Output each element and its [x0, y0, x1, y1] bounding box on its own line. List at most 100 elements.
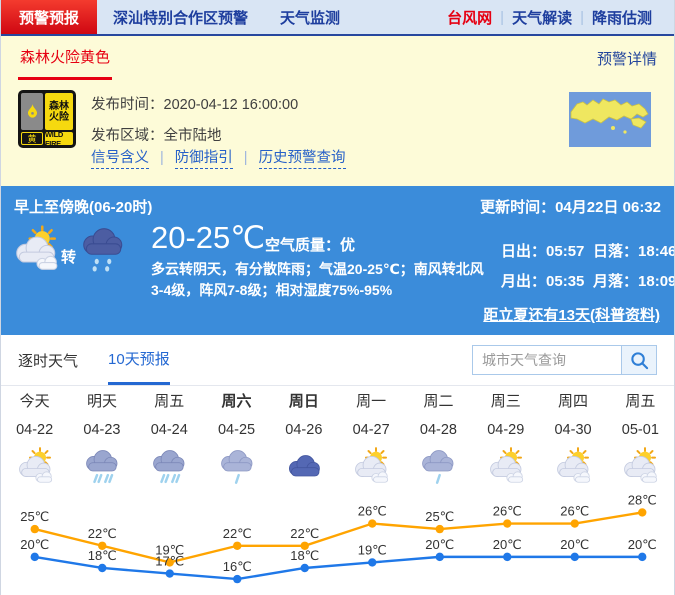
- current-weather-panel: 早上至傍晚(06-20时) 更新时间：04月22日 06:32 转 20-25℃…: [1, 186, 674, 335]
- temp-point-low: [435, 552, 444, 562]
- temp-label-low: 20℃: [493, 537, 522, 552]
- temp-label-low: 19℃: [358, 542, 387, 557]
- temp-label-low: 20℃: [628, 537, 657, 552]
- update-time: 更新时间：04月22日 06:32: [480, 199, 661, 216]
- nav-link-typhoon[interactable]: 台风网: [447, 9, 493, 27]
- forecast-date-label: 04-29: [487, 422, 525, 438]
- temp-label-high: 19℃: [155, 542, 184, 557]
- publish-time-value: 2020-04-12 16:00:00: [163, 97, 299, 113]
- temp-point-high: [368, 519, 377, 528]
- forecast-date-label: 04-22: [16, 422, 54, 438]
- nav-link-rain-estimate[interactable]: 降雨估测: [591, 9, 652, 27]
- light-rain-icon: [418, 446, 458, 486]
- forecast-day-label: 明天: [86, 393, 117, 410]
- forecast-date-label: 04-25: [217, 422, 256, 438]
- top-nav: 预警预报 深汕特别合作区预警 天气监测 台风网 | 天气解读 | 降雨估测: [1, 0, 674, 36]
- temp-point-high: [638, 508, 647, 517]
- forecast-column: 周二 04-28: [405, 393, 472, 491]
- alert-title[interactable]: 森林火险黄色: [18, 36, 113, 80]
- cloudy-icon: [284, 446, 324, 486]
- alert-detail-link[interactable]: 预警详情: [596, 50, 657, 68]
- search-icon: [630, 351, 648, 369]
- forecast-date-label: 04-27: [352, 422, 390, 438]
- temp-label-high: 22℃: [290, 526, 319, 541]
- forecast-date-label: 04-24: [150, 422, 188, 438]
- temp-point-high: [435, 524, 444, 534]
- forecast-day-label: 周三: [490, 393, 521, 410]
- forecast-column: 周六 04-25: [203, 393, 270, 491]
- temperature-range: 20-25℃: [151, 220, 266, 255]
- rain-icon: [82, 446, 122, 486]
- temp-point-low: [638, 552, 647, 562]
- nav-tab-weather-monitor[interactable]: 天气监测: [280, 9, 341, 27]
- alert-info: 发布时间：2020-04-12 16:00:00 发布区域：全市陆地: [91, 93, 298, 155]
- temp-label-low: 18℃: [290, 548, 319, 563]
- forecast-date-label: 04-28: [419, 422, 457, 438]
- temp-label-high: 26℃: [358, 504, 387, 519]
- separator: |: [160, 149, 164, 166]
- search-input[interactable]: [472, 345, 622, 375]
- alert-header: 森林火险黄色 预警详情: [1, 36, 674, 80]
- nav-link-weather-explain[interactable]: 天气解读: [512, 9, 573, 27]
- temp-line-high: [34, 511, 643, 564]
- temp-label-high: 22℃: [88, 526, 117, 541]
- temp-chart: 25℃22℃19℃22℃ 22℃26℃ 25℃ 26℃ 26℃28℃20℃18℃ 17℃ 1…: [20, 492, 657, 584]
- temp-label-low: 20℃: [560, 537, 589, 552]
- temp-label-high: 25℃: [20, 509, 49, 524]
- forecast-day-label: 周二: [423, 393, 454, 410]
- partly-cloudy-icon: [11, 224, 61, 274]
- temp-point-high: [300, 541, 309, 550]
- nav-links: 台风网 | 天气解读 | 降雨估测: [439, 0, 674, 34]
- temp-point-high: [30, 524, 39, 534]
- sunset: 日落：18:46: [593, 243, 675, 260]
- air-quality: 空气质量：优: [265, 237, 356, 254]
- publish-time-label: 发布时间：: [91, 97, 164, 113]
- nav-tab-shenshan-warning[interactable]: 深汕特别合作区预警: [113, 9, 249, 27]
- temp-point-low: [165, 569, 174, 578]
- separator: |: [243, 149, 248, 166]
- light-rain-icon: [217, 446, 257, 486]
- tab-hourly-weather[interactable]: 逐时天气: [18, 352, 79, 370]
- forecast-column: 周一 04-27: [338, 393, 405, 491]
- separator: |: [580, 8, 584, 26]
- forecast-day-label: 周日: [288, 393, 319, 410]
- forecast-day-label: 周六: [221, 393, 252, 410]
- publish-area-label: 发布区域：: [91, 128, 164, 144]
- alert-links: 信号含义 | 防御指引 | 历史预警查询: [91, 146, 346, 169]
- tab-ten-day-forecast[interactable]: 10天预报: [108, 335, 170, 385]
- sun-moon-times: 日出：05:57 日落：18:46 月出：05:35 月落：18:09: [501, 240, 675, 300]
- partly-cloudy-icon: [15, 446, 55, 486]
- temp-point-high: [165, 558, 174, 567]
- temp-point-high: [570, 519, 579, 528]
- temp-point-low: [98, 563, 107, 573]
- temp-point-low: [570, 552, 579, 562]
- partly-cloudy-icon: [486, 446, 526, 486]
- temp-label-low: 20℃: [425, 537, 454, 552]
- signal-meaning-link[interactable]: 信号含义: [91, 146, 149, 169]
- publish-area-value: 全市陆地: [163, 128, 222, 144]
- solar-term-countdown-link[interactable]: 距立夏还有13天(科普资料): [483, 307, 660, 324]
- forecast-date-label: 04-23: [83, 422, 121, 438]
- separator: |: [500, 8, 505, 26]
- temp-point-high: [233, 541, 242, 550]
- defense-guide-link[interactable]: 防御指引: [174, 146, 233, 169]
- nav-tab-warning-forecast[interactable]: 预警预报: [1, 0, 98, 34]
- search-button[interactable]: [622, 345, 657, 375]
- temp-point-low: [503, 552, 512, 562]
- forecast-column: 周五 05-01: [607, 393, 674, 491]
- temp-point-low: [30, 552, 39, 562]
- temp-label-low: 18℃: [88, 548, 117, 563]
- forecast-day-label: 周五: [625, 393, 656, 410]
- history-warning-link[interactable]: 历史预警查询: [258, 146, 346, 169]
- shenzhen-district-map: [569, 92, 651, 147]
- rain-shower-icon: [78, 224, 128, 274]
- forecast-column: 周日 04-26: [270, 393, 337, 491]
- forecast-column: 周五 04-24: [136, 393, 203, 491]
- moonset: 月落：18:09: [593, 273, 675, 290]
- rain-icon: [149, 446, 189, 486]
- alert-body: 森林 火险 黄 WILD FIRE 发布时间：2020-04-12 16:00:0…: [1, 80, 674, 186]
- forecast-date-label: 04-30: [554, 422, 592, 438]
- badge-name: 森林 火险: [45, 93, 73, 130]
- temp-label-high: 28℃: [628, 492, 657, 507]
